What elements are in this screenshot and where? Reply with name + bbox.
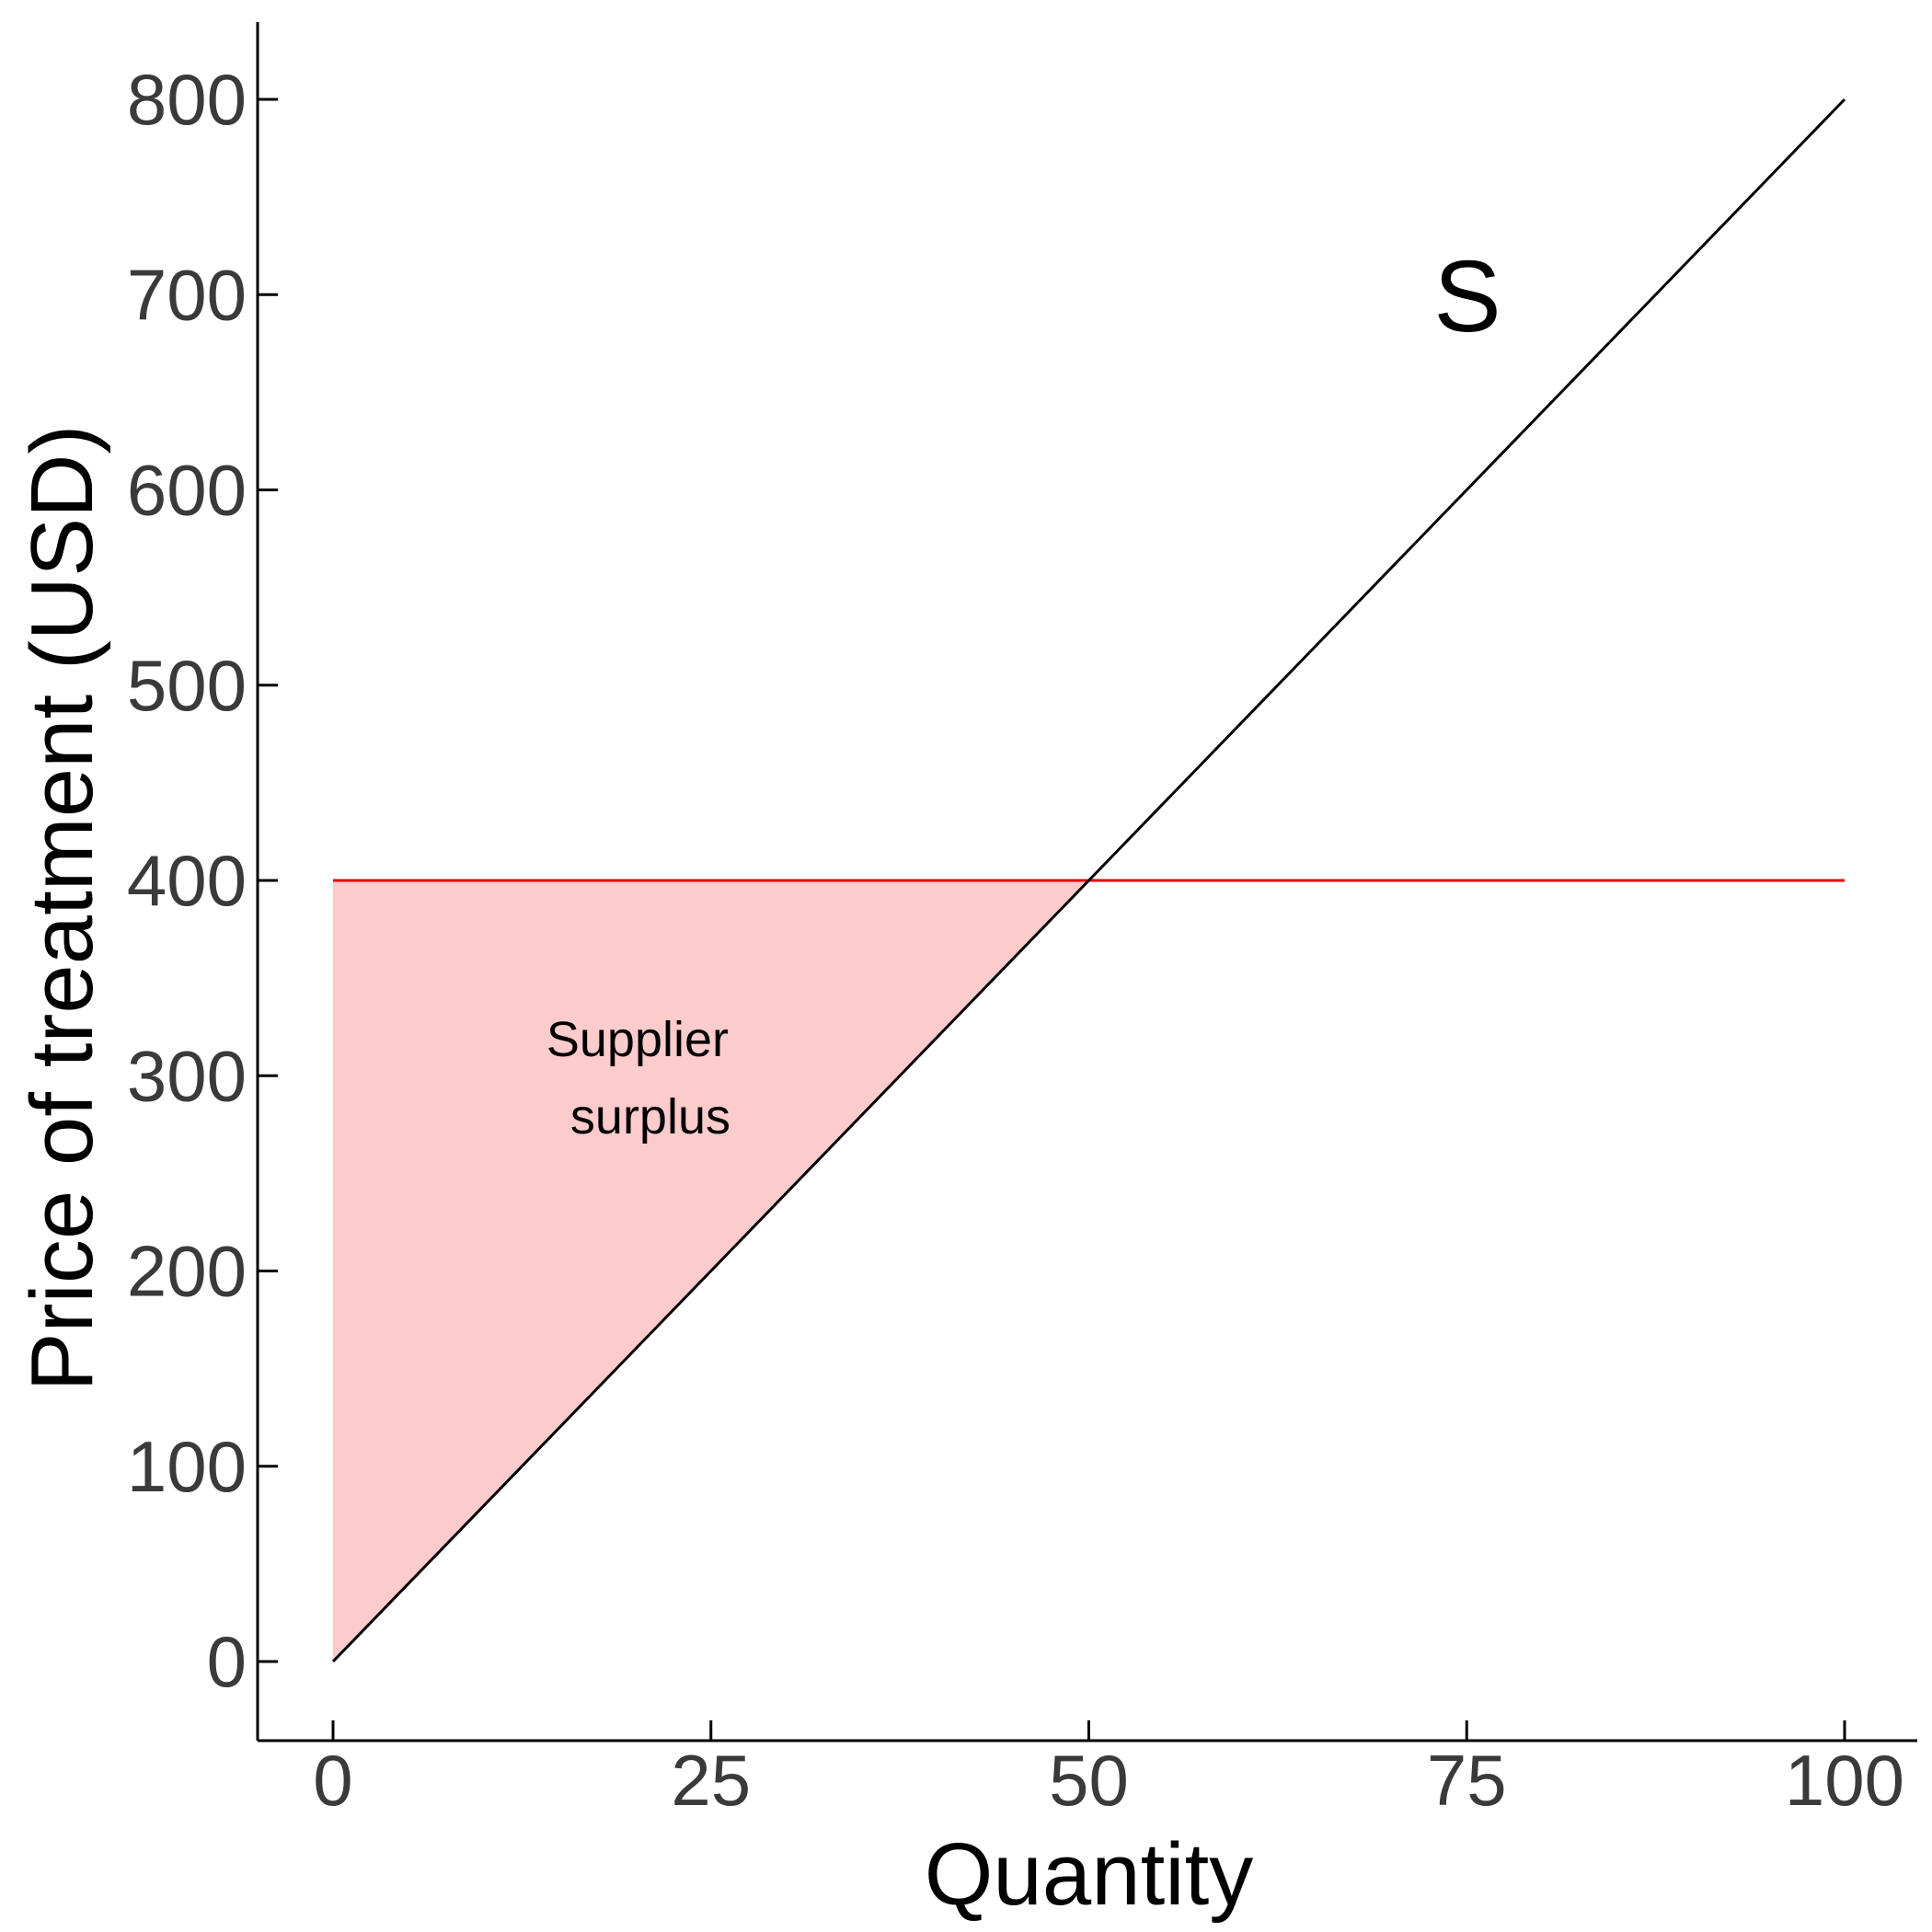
y-tick-label: 100 bbox=[127, 1426, 247, 1507]
supply-curve-label: S bbox=[1433, 240, 1501, 353]
surplus-label-line-2: surplus bbox=[570, 1089, 730, 1144]
x-axis-title: Quantity bbox=[925, 1825, 1254, 1924]
y-tick-label: 400 bbox=[127, 840, 247, 921]
y-tick-label: 500 bbox=[127, 645, 247, 726]
surplus-label-line-1: Supplier bbox=[546, 1012, 729, 1067]
x-tick-label: 75 bbox=[1427, 1740, 1507, 1821]
y-ticks: 0 100 200 300 400 500 600 700 800 bbox=[127, 59, 278, 1702]
y-axis-title: Price of treatment (USD) bbox=[13, 425, 111, 1392]
x-tick-label: 100 bbox=[1785, 1740, 1904, 1821]
supply-curve bbox=[331, 98, 1846, 1663]
x-tick-label: 50 bbox=[1049, 1740, 1129, 1821]
y-tick-label: 300 bbox=[127, 1035, 247, 1116]
x-tick-label: 0 bbox=[313, 1740, 352, 1821]
y-tick-label: 0 bbox=[207, 1621, 247, 1702]
y-tick-label: 600 bbox=[127, 450, 247, 531]
y-tick-label: 200 bbox=[127, 1231, 247, 1312]
y-tick-label: 800 bbox=[127, 59, 247, 140]
x-tick-label: 25 bbox=[671, 1740, 751, 1821]
y-tick-label: 700 bbox=[127, 254, 247, 335]
x-ticks: 0 25 50 75 100 bbox=[313, 1720, 1904, 1821]
